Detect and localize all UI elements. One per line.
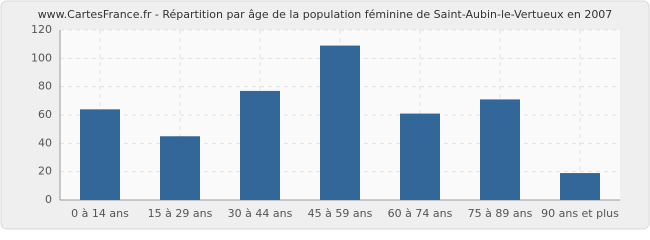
- bar: [560, 173, 600, 200]
- y-tick-label: 0: [45, 193, 52, 206]
- y-tick-label: 60: [38, 108, 52, 121]
- bar: [240, 90, 280, 200]
- x-tick-label: 90 ans et plus: [541, 207, 619, 220]
- y-tick-label: 20: [38, 165, 52, 178]
- bar: [480, 99, 520, 200]
- x-tick-label: 75 à 89 ans: [468, 207, 533, 220]
- chart: www.CartesFrance.fr - Répartition par âg…: [0, 0, 650, 230]
- y-tick-label: 100: [31, 51, 52, 64]
- x-tick-label: 60 à 74 ans: [388, 207, 453, 220]
- bar: [400, 113, 440, 200]
- bar: [160, 136, 200, 200]
- x-tick-label: 30 à 44 ans: [228, 207, 293, 220]
- y-tick-label: 120: [31, 23, 52, 36]
- bar: [320, 45, 360, 201]
- x-tick-label: 15 à 29 ans: [148, 207, 213, 220]
- x-tick-label: 45 à 59 ans: [308, 207, 373, 220]
- bar: [80, 109, 120, 200]
- chart-title: www.CartesFrance.fr - Répartition par âg…: [38, 8, 613, 21]
- y-tick-label: 40: [38, 136, 52, 149]
- x-tick-label: 0 à 14 ans: [71, 207, 129, 220]
- y-tick-label: 80: [38, 80, 52, 93]
